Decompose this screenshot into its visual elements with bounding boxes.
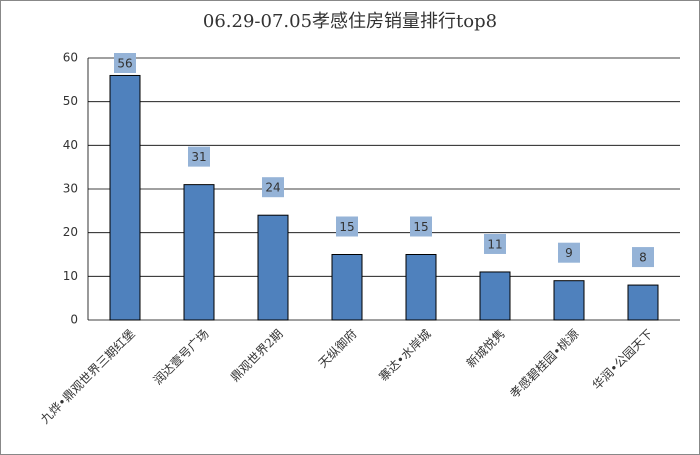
data-label-box [114, 53, 136, 73]
data-label: 24 [265, 181, 280, 195]
bar [627, 284, 659, 321]
data-label-box [632, 247, 654, 268]
chart-title: 06.29-07.05孝感住房销量排行top8 [203, 11, 497, 32]
bar [109, 74, 141, 321]
y-tick-label: 50 [63, 94, 78, 108]
bar [553, 280, 585, 321]
data-label-box [410, 216, 432, 237]
data-label-box [558, 242, 580, 263]
data-label: 8 [639, 251, 647, 265]
y-tick-label: 20 [63, 225, 78, 239]
data-label: 15 [339, 220, 354, 234]
bar [183, 184, 215, 321]
bar [331, 254, 363, 321]
data-label-box [188, 146, 210, 167]
y-tick-label: 10 [63, 269, 78, 283]
data-label: 31 [191, 150, 206, 164]
data-label: 9 [565, 246, 573, 260]
bar [479, 271, 511, 321]
data-label: 56 [117, 57, 132, 71]
y-tick-label: 60 [63, 51, 78, 65]
data-label-box [484, 233, 506, 254]
data-label: 15 [413, 220, 428, 234]
data-label-box [336, 216, 358, 237]
bar [257, 214, 289, 321]
y-tick-label: 40 [63, 138, 78, 152]
y-tick-label: 0 [70, 313, 78, 327]
bar [405, 254, 437, 321]
y-tick-label: 30 [63, 182, 78, 196]
data-label: 11 [487, 237, 502, 251]
data-label-box [262, 177, 284, 198]
